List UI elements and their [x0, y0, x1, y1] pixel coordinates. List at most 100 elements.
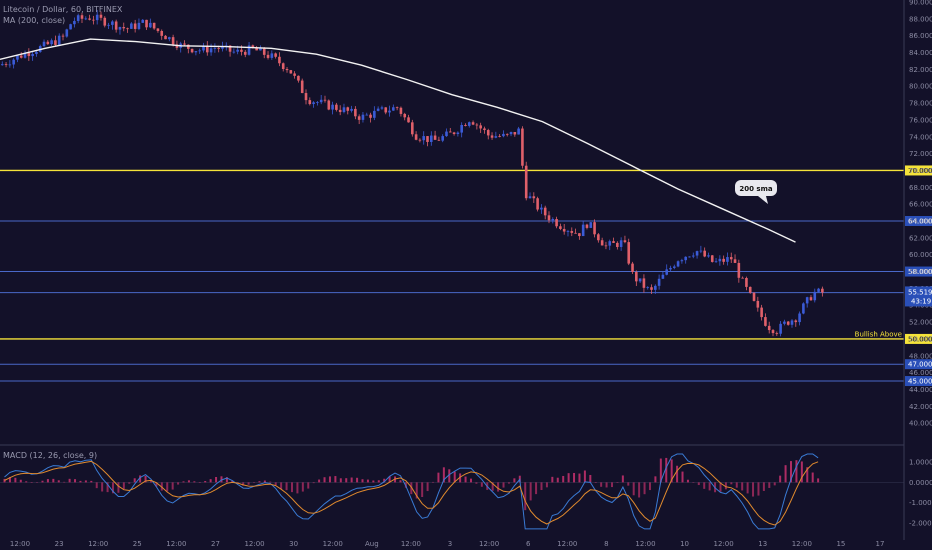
macd-tick-label: -1.0000	[909, 499, 932, 507]
candle-body	[635, 271, 638, 282]
candle-body	[274, 53, 277, 57]
candle-body	[821, 288, 824, 293]
candle-body	[521, 128, 524, 166]
candle-body	[403, 113, 407, 118]
time-tick-label: 15	[836, 540, 845, 548]
macd-histogram-bar	[643, 482, 646, 495]
level-tag	[905, 333, 932, 344]
macd-histogram-bar	[231, 480, 234, 483]
time-tick-label: 27	[211, 540, 220, 548]
candle-body	[255, 47, 258, 51]
macd-histogram-bar	[182, 481, 185, 483]
candle-body	[760, 307, 763, 318]
candle-body	[786, 321, 790, 325]
price-tick-label: 74.000	[909, 133, 932, 141]
ma-legend: MA (200, close)	[3, 16, 66, 25]
macd-histogram-bar	[594, 482, 597, 484]
candle-body	[802, 303, 805, 314]
candle-body	[50, 40, 53, 45]
candle-body	[741, 277, 744, 279]
candle-body	[464, 124, 467, 126]
candle-body	[114, 21, 118, 30]
candle-body	[680, 260, 684, 262]
candle-body	[232, 51, 236, 53]
macd-histogram-bar	[730, 482, 733, 485]
candle-body	[456, 132, 460, 135]
macd-histogram-bar	[307, 482, 310, 489]
candle-body	[61, 35, 65, 37]
candle-body	[429, 135, 433, 142]
time-tick-label: 30	[289, 540, 298, 548]
macd-histogram-bar	[242, 482, 245, 486]
time-tick-label: 17	[876, 540, 885, 548]
candle-body	[581, 224, 585, 237]
macd-histogram-bar	[63, 481, 66, 483]
candle-body	[137, 22, 141, 29]
candle-body	[202, 45, 205, 51]
candle-body	[323, 99, 327, 101]
candle-body	[642, 278, 646, 288]
candle-body	[589, 222, 593, 228]
candle-body	[369, 114, 372, 118]
candle-body	[365, 114, 369, 116]
candle-body	[623, 240, 627, 243]
macd-histogram-bar	[551, 476, 554, 483]
time-tick-label: 12:00	[635, 540, 655, 548]
time-axis[interactable]: 12:00 23 12:00 25 12:00 27 12:00 30 12:00 Aug 12:0…	[10, 540, 885, 548]
candle-body	[654, 285, 657, 290]
candle-body	[691, 255, 695, 257]
macd-histogram-bar	[752, 482, 755, 497]
macd-histogram-bar	[263, 480, 266, 483]
macd-histogram-bar	[46, 479, 49, 483]
candle-body	[612, 241, 615, 243]
macd-histogram-bar	[735, 482, 738, 488]
candle-body	[486, 130, 490, 136]
candle-body	[475, 124, 479, 126]
horizontal-levels[interactable]: 70.000 64.000 58.000 50.000 47.000 45.000	[0, 165, 932, 387]
candle-body	[422, 136, 426, 141]
candle-body	[281, 63, 285, 69]
macd-histogram-bar	[497, 482, 500, 492]
macd-histogram-bar	[795, 460, 798, 483]
macd-histogram-bar	[573, 472, 576, 483]
candle-body	[707, 255, 710, 257]
macd-histogram-bar	[681, 471, 684, 483]
macd-histogram-bar	[437, 472, 440, 483]
price-tick-label: 40.000	[909, 420, 932, 428]
level-tag-label: 58.000	[908, 268, 932, 276]
candle-body	[490, 135, 494, 138]
macd-histogram-bar	[800, 461, 803, 483]
candle-body	[327, 100, 331, 110]
price-tick-label: 76.000	[909, 116, 932, 124]
time-tick-label: 13	[758, 540, 767, 548]
candle-body	[76, 15, 80, 21]
candle-body	[73, 20, 76, 25]
price-tick-label: 72.000	[909, 150, 932, 158]
macd-histogram-bar	[253, 482, 256, 483]
candle-body	[813, 291, 817, 301]
macd-histogram-bar	[345, 478, 348, 483]
price-tick-label: 66.000	[909, 201, 932, 209]
time-tick-label: 12:00	[88, 540, 108, 548]
price-tick-label: 44.000	[909, 386, 932, 394]
price-axis[interactable]: 90.000 88.000 86.000 84.000 82.000 80.000 78.0…	[905, 0, 932, 527]
price-tick-label: 78.000	[909, 100, 932, 108]
ma-callout-pointer	[758, 196, 768, 204]
time-tick-label: 23	[55, 540, 64, 548]
candle-body	[289, 70, 293, 74]
candle-body	[376, 108, 380, 111]
macd-histogram-bar	[648, 482, 651, 491]
candle-body	[688, 256, 691, 258]
candle-body	[775, 333, 779, 334]
macd-histogram-bar	[616, 482, 619, 483]
macd-histogram-bar	[399, 480, 402, 483]
macd-histogram-bar	[101, 482, 104, 492]
candle-body	[285, 68, 289, 71]
time-tick-label: 12:00	[479, 540, 499, 548]
candle-body	[798, 313, 801, 323]
candle-body	[672, 266, 676, 268]
candle-body	[213, 48, 217, 49]
candle-body	[357, 116, 361, 120]
candle-body	[156, 28, 160, 31]
